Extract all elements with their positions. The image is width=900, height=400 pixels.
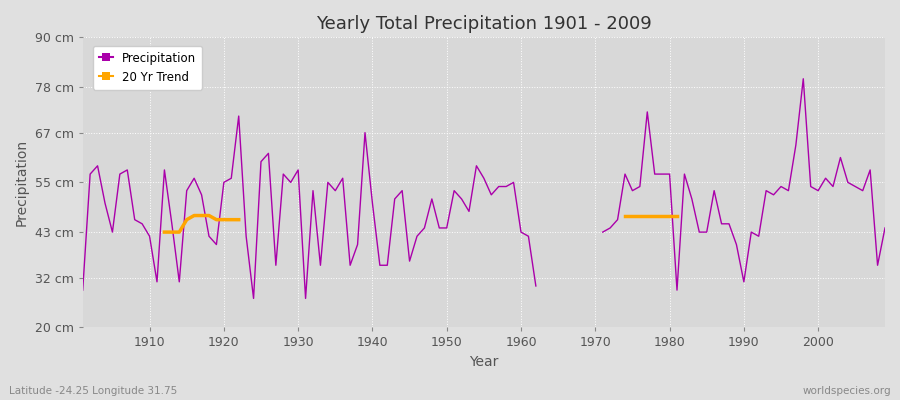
Legend: Precipitation, 20 Yr Trend: Precipitation, 20 Yr Trend <box>93 46 202 90</box>
Title: Yearly Total Precipitation 1901 - 2009: Yearly Total Precipitation 1901 - 2009 <box>316 15 652 33</box>
Text: Latitude -24.25 Longitude 31.75: Latitude -24.25 Longitude 31.75 <box>9 386 177 396</box>
X-axis label: Year: Year <box>469 355 499 369</box>
Y-axis label: Precipitation: Precipitation <box>15 139 29 226</box>
Text: worldspecies.org: worldspecies.org <box>803 386 891 396</box>
